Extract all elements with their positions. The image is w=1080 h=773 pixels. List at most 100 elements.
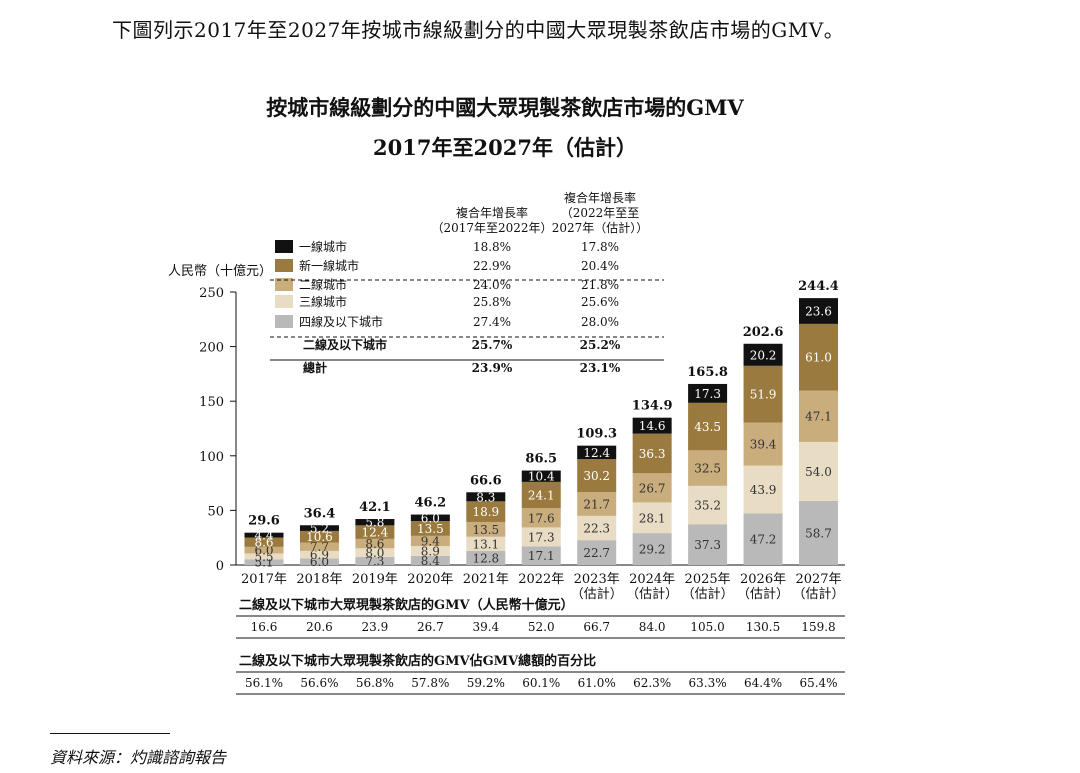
bar-segment [244,559,284,565]
bar-segment [521,470,561,482]
table-cell: 105.0 [690,620,724,634]
y-tick-label: 50 [207,504,224,519]
bar-segment [355,525,395,539]
bar-segment [743,422,783,466]
segment-value-label: 39.4 [750,438,777,452]
bar-segment [799,441,838,501]
bar-segment [410,521,450,536]
segment-value-label: 8.9 [421,544,440,558]
cagr-header-col2: 複合年增長率 [564,190,636,205]
cagr-value-2022-2027: 25.2% [580,338,621,352]
y-tick-label: 200 [199,341,224,356]
x-tick-label: 2027年 [795,572,841,587]
bar-segment [410,535,450,547]
x-tick-label: 2021年 [463,572,509,587]
segment-value-label: 8.4 [421,554,440,568]
bar-segment [799,500,838,565]
bar-segment [688,383,728,403]
segment-value-label: 5.2 [310,522,329,536]
bar-segment [299,530,339,543]
x-tick-label: 2018年 [296,572,342,587]
bar-segment [521,527,561,547]
cagr-value-2017-2022: 27.4% [473,315,511,329]
bar-total-label: 165.8 [687,365,728,380]
segment-value-label: 12.4 [362,526,389,540]
bar-segment [466,536,506,552]
x-tick-label: 2022年 [518,572,564,587]
segment-value-label: 47.1 [805,410,832,424]
segment-value-label: 61.0 [805,351,832,365]
legend-row-label: 四線及以下城市 [299,314,383,329]
cagr-value-2022-2027: 20.4% [581,259,619,273]
y-tick-label: 0 [216,559,224,574]
cagr-value-2017-2022: 24.0% [473,278,511,292]
x-tick-sublabel: （估計） [682,586,734,602]
segment-value-label: 51.9 [750,388,777,402]
legend-header-background [430,188,670,238]
table-cell: 16.6 [251,620,278,634]
table-cell: 23.9 [362,620,389,634]
segment-value-label: 21.7 [583,498,610,512]
segment-value-label: 4.4 [254,529,273,543]
segment-value-label: 8.6 [365,537,384,551]
bar-total-label: 42.1 [359,500,391,515]
cagr-value-2022-2027: 25.6% [581,295,619,309]
x-tick-label: 2017年 [241,572,287,587]
cagr-value-2017-2022: 25.8% [473,295,511,309]
legend-swatch [275,278,293,291]
segment-value-label: 30.2 [583,469,610,483]
legend-swatch [275,240,293,253]
table-cell: 65.4% [799,676,837,690]
bar-segment [799,323,838,391]
segment-value-label: 12.4 [583,446,610,460]
legend-row-label: 新一線城市 [299,258,359,273]
x-tick-label: 2025年 [685,572,731,587]
chart-title: 按城市線級劃分的中國大眾現製茶飲店市場的GMV [266,95,744,120]
bar-segment [521,508,561,528]
segment-value-label: 12.8 [472,552,499,566]
cagr-header-col1-period: （2017年至2022年） [431,221,552,235]
segment-value-label: 14.6 [639,419,666,433]
legend-swatch [275,259,293,272]
x-tick-sublabel: （估計） [626,586,678,602]
source-divider [50,733,170,734]
table-cell: 57.8% [411,676,449,690]
y-tick-label: 150 [199,395,224,410]
bar-segment [355,519,395,526]
table-cell: 59.2% [467,676,505,690]
cagr-value-2022-2027: 17.8% [581,240,619,254]
bar-total-label: 36.4 [304,506,336,521]
segment-value-label: 8.3 [476,490,495,504]
bar-segment [743,513,783,565]
bar-segment [244,532,284,538]
table-cell: 60.1% [522,676,560,690]
bar-total-label: 86.5 [525,452,557,467]
table-cell: 64.4% [744,676,782,690]
bar-segment [466,551,506,565]
bar-segment [632,533,672,565]
y-tick-label: 100 [199,450,224,465]
bar-segment [410,546,450,556]
bar-segment [632,502,672,534]
table-cell: 66.7 [583,620,610,634]
bar-segment [466,521,506,537]
table-cell: 62.3% [633,676,671,690]
bar-segment [466,492,506,502]
bar-segment [577,492,617,516]
segment-value-label: 28.1 [639,511,666,525]
segment-value-label: 35.2 [694,499,721,513]
bar-segment [688,450,728,486]
bar-total-label: 109.3 [576,427,617,442]
table-cell: 56.8% [356,676,394,690]
bar-segment [521,481,561,509]
cagr-header-col2-period-end: 2027年（估計）） [552,220,649,235]
legend-row-label: 二線及以下城市 [303,337,387,352]
cagr-value-2017-2022: 18.8% [473,240,511,254]
table-cell: 56.6% [300,676,338,690]
segment-value-label: 29.2 [639,543,666,557]
segment-value-label: 17.1 [528,549,555,563]
cagr-value-2022-2027: 28.0% [581,315,619,329]
cagr-value-2017-2022: 25.7% [472,338,513,352]
bar-segment [244,537,284,547]
